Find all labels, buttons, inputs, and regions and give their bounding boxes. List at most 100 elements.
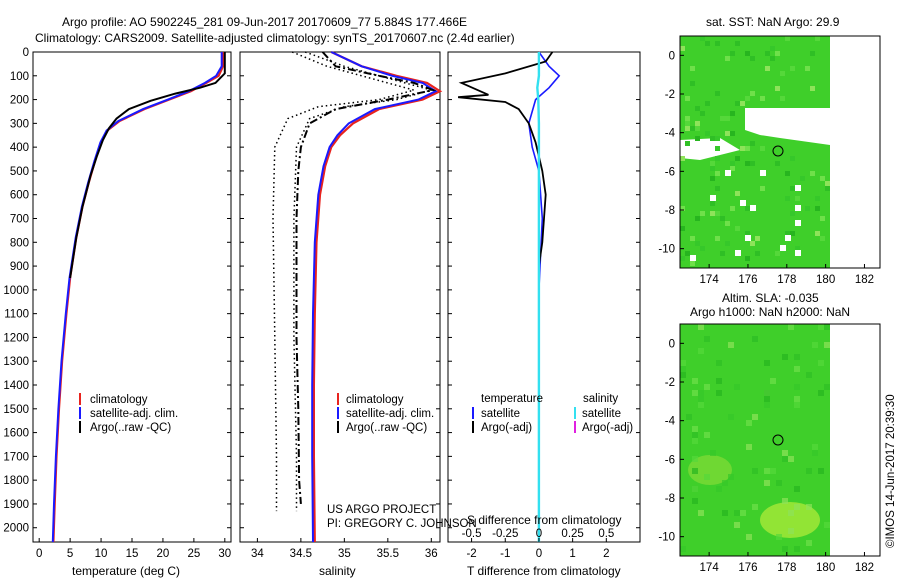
- sst-pixel: [730, 161, 735, 166]
- sst-pixel: [745, 231, 750, 236]
- depth-tick-label: 300: [10, 118, 29, 130]
- sla-pixel: [788, 510, 794, 516]
- sst-pixel: [820, 216, 825, 221]
- sla-map-frame: [679, 323, 881, 557]
- map-x-tick-label: 182: [855, 562, 874, 574]
- sst-pixel: [765, 66, 770, 71]
- argo-float-marker: [772, 145, 784, 157]
- sst-pixel: [790, 186, 795, 191]
- depth-tick-label: 1700: [3, 451, 29, 463]
- sst-pixel: [785, 231, 790, 236]
- depth-tick-label: 1000: [3, 285, 29, 297]
- sst-pixel: [735, 226, 740, 231]
- x-top-tick-label: 0: [536, 528, 542, 540]
- sla-pixel: [788, 456, 794, 462]
- salinity-panel-frame: [239, 51, 441, 543]
- sst-pixel: [680, 46, 685, 51]
- sla-pixel: [818, 360, 824, 366]
- sla-pixel: [794, 546, 800, 552]
- sst-pixel: [715, 236, 720, 241]
- temperature-lines: [51, 51, 226, 543]
- x-tick-label: 2: [603, 548, 609, 560]
- sla-pixel: [704, 474, 710, 480]
- sst-pixel: [785, 171, 790, 176]
- map-x-tick-label: 178: [777, 274, 796, 286]
- sst-pixel: [720, 116, 725, 121]
- sla-pixel: [776, 534, 782, 540]
- depth-tick-label: 700: [10, 214, 29, 226]
- map-x-tick-label: 174: [700, 562, 720, 574]
- figure-title-line1: Argo profile: AO 5902245_281 09-Jun-2017…: [62, 15, 467, 29]
- sst-pixel: [705, 41, 710, 46]
- sst-pixel: [780, 96, 785, 101]
- map-y-tick-label: 0: [669, 338, 675, 350]
- sst-pixel: [715, 136, 720, 141]
- sst-pixel: [715, 171, 720, 176]
- sst-pixel: [680, 226, 685, 231]
- sla-pixel: [776, 480, 782, 486]
- sst-pixel: [715, 211, 720, 216]
- sst-pixel: [695, 241, 700, 246]
- sst-pixel: [760, 96, 765, 101]
- sla-pixel: [698, 402, 704, 408]
- sst-pixel: [775, 51, 780, 56]
- sst-pixel: [745, 146, 750, 151]
- sst-pixel: [725, 116, 730, 121]
- sst-pixel: [710, 166, 715, 171]
- depth-tick-label: 400: [10, 142, 29, 154]
- sla-pixel: [782, 354, 788, 360]
- sla-pixel: [740, 510, 746, 516]
- x-tick-label: 5: [67, 548, 73, 560]
- sst-pixel: [695, 121, 700, 126]
- sst-pixel: [800, 176, 805, 181]
- depth-tick-label: 1800: [3, 475, 29, 487]
- legend-label: Argo(-adj): [582, 422, 633, 434]
- sst-pixel: [795, 246, 800, 251]
- sst-pixel: [705, 131, 710, 136]
- legend-label: Argo(-adj): [481, 422, 532, 434]
- sst-pixel: [700, 246, 705, 251]
- sla-pixel: [698, 348, 704, 354]
- sla-pixel: [788, 528, 794, 534]
- sst-pixel: [730, 206, 735, 211]
- map-y-tick-label: -6: [665, 454, 675, 466]
- sst-gap-pixel: [795, 205, 801, 211]
- sst-pixel: [755, 251, 760, 256]
- sla-pixel: [680, 546, 686, 552]
- sst-pixel: [695, 106, 700, 111]
- sst-pixel: [745, 256, 750, 261]
- map-y-tick-label: -2: [665, 89, 675, 101]
- s-difference-axis-label: S difference from climatology: [467, 513, 622, 527]
- sla-pixel: [824, 522, 830, 528]
- map-y-tick-label: -4: [665, 128, 676, 140]
- sst-pixel: [775, 251, 780, 256]
- sst-pixel: [735, 101, 740, 106]
- sst-pixel: [690, 66, 695, 71]
- sst-pixel: [755, 236, 760, 241]
- sla-pixel: [752, 504, 758, 510]
- sst-pixel: [760, 186, 765, 191]
- x-tick-label: 34: [251, 548, 264, 560]
- sst-pixel: [730, 166, 735, 171]
- series-line-argo-raw-qc-: [69, 52, 226, 279]
- sst-pixel: [745, 51, 750, 56]
- sla-pixel: [692, 486, 698, 492]
- sst-gap-pixel: [795, 185, 801, 191]
- sst-pixel: [815, 231, 820, 236]
- sst-pixel: [725, 221, 730, 226]
- legend-label: satellite-adj. clim.: [90, 408, 178, 420]
- figure-title-line2: Climatology: CARS2009. Satellite-adjuste…: [35, 31, 515, 45]
- depth-tick-label: 100: [10, 71, 29, 83]
- sla-map-high-anomaly: [760, 502, 820, 538]
- sla-pixel: [794, 354, 800, 360]
- sla-pixel: [698, 324, 704, 330]
- sst-pixel: [685, 251, 690, 256]
- sla-pixel: [692, 468, 698, 474]
- map-y-tick-label: -10: [658, 244, 675, 256]
- sst-pixel: [780, 71, 785, 76]
- map-y-tick-label: 0: [669, 50, 675, 62]
- sst-gap-pixel: [740, 200, 746, 206]
- sst-pixel: [740, 146, 745, 151]
- project-annotation: US ARGO PROJECT: [327, 504, 436, 516]
- sla-pixel: [746, 534, 752, 540]
